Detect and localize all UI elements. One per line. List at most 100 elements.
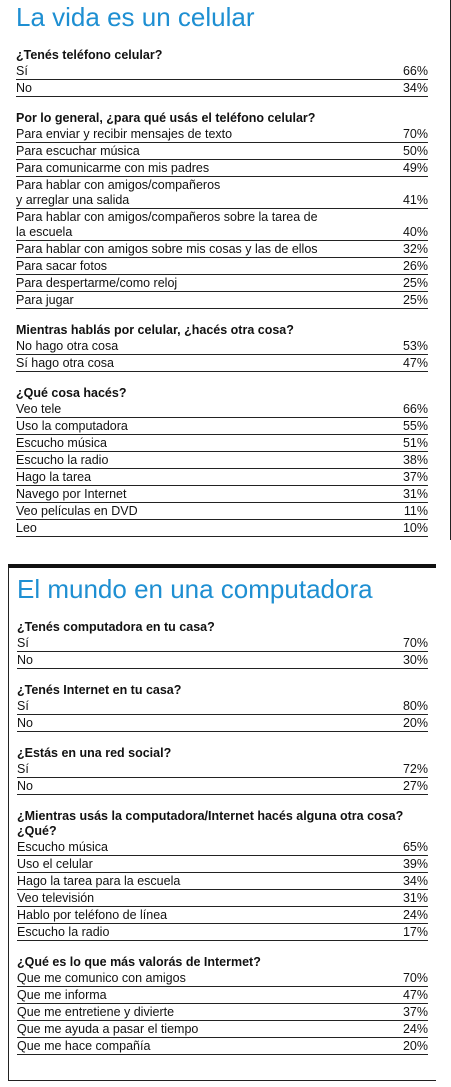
answer-label: Hago la tarea para la escuela — [17, 874, 181, 888]
answer-value: 40% — [402, 225, 428, 239]
answer-value: 38% — [402, 453, 428, 467]
answer-value: 41% — [402, 193, 428, 207]
answer-row: Escucho la radio 38% — [16, 452, 428, 469]
answer-value: 25% — [402, 293, 428, 307]
answer-label: Sí hago otra cosa — [16, 356, 114, 370]
answer-row: Veo tele 66% — [16, 401, 428, 418]
question-group: ¿Estás en una red social? Sí 72% No 27% — [17, 746, 428, 795]
question: ¿Tenés teléfono celular? — [16, 48, 163, 62]
answer-row: Para hablar con amigos/compañeros sobre … — [16, 209, 428, 241]
answer-label: Para sacar fotos — [16, 259, 108, 273]
answer-value: 26% — [402, 259, 428, 273]
answer-value: 11% — [403, 504, 428, 518]
answer-row: Sí 72% — [17, 761, 428, 778]
answer-label: Sí — [17, 636, 29, 650]
answer-label: Hablo por teléfono de línea — [17, 908, 168, 922]
answer-label: Sí — [16, 64, 28, 78]
question: Mientras hablás por celular, ¿hacés otra… — [16, 323, 294, 337]
answer-label: Que me informa — [17, 988, 107, 1002]
answer-value: 24% — [402, 1022, 428, 1036]
answer-value: 55% — [402, 419, 428, 433]
answer-label: Para enviar y recibir mensajes de texto — [16, 127, 233, 141]
answer-row: Escucho música 51% — [16, 435, 428, 452]
answer-label: Navego por Internet — [16, 487, 127, 501]
answer-label: No — [17, 779, 33, 793]
answer-row: Para hablar con amigos sobre mis cosas y… — [16, 241, 428, 258]
question: Por lo general, ¿para qué usás el teléfo… — [16, 111, 316, 125]
answer-row: Para hablar con amigos/compañeros y arre… — [16, 177, 428, 209]
answer-value: 66% — [402, 402, 428, 416]
answer-label: Veo tele — [16, 402, 62, 416]
section: El mundo en una computadora ¿Tenés comput… — [8, 564, 436, 1081]
question: ¿Qué es lo que más valorás de Intermet? — [17, 955, 261, 969]
question-group: ¿Qué es lo que más valorás de Intermet? Q… — [17, 955, 428, 1055]
answer-value: 27% — [402, 779, 428, 793]
question: ¿Qué cosa hacés? — [16, 386, 127, 400]
answer-row: No hago otra cosa 53% — [16, 338, 428, 355]
answer-label: No — [17, 716, 33, 730]
answer-row: Veo televisión 31% — [17, 890, 428, 907]
answer-label: Para hablar con amigos/compañeros y arre… — [16, 178, 221, 207]
answer-label: No — [17, 653, 33, 667]
question-group: ¿Mientras usás la computadora/Internet h… — [17, 809, 428, 941]
answer-label: Sí — [17, 762, 29, 776]
answer-label: Hago la tarea — [16, 470, 92, 484]
answer-label: Que me entretiene y divierte — [17, 1005, 175, 1019]
answer-label: Escucho música — [17, 840, 109, 854]
answer-label: Que me hace compañía — [17, 1039, 151, 1053]
question: ¿Tenés computadora en tu casa? — [17, 620, 215, 634]
answer-label: No — [16, 81, 32, 95]
answer-value: 50% — [402, 144, 428, 158]
answer-value: 80% — [402, 699, 428, 713]
answer-value: 47% — [402, 988, 428, 1002]
answer-row: Que me informa 47% — [17, 987, 428, 1004]
answer-value: 39% — [402, 857, 428, 871]
answer-row: Que me entretiene y divierte 37% — [17, 1004, 428, 1021]
answer-label: Para hablar con amigos/compañeros sobre … — [16, 210, 318, 239]
answer-label: Veo televisión — [17, 891, 95, 905]
answer-row: Hago la tarea para la escuela 34% — [17, 873, 428, 890]
answer-row: Para sacar fotos 26% — [16, 258, 428, 275]
answer-label: Veo películas en DVD — [16, 504, 138, 518]
answer-value: 31% — [402, 487, 428, 501]
answer-row: Sí 70% — [17, 635, 428, 652]
answer-row: Que me hace compañía 20% — [17, 1038, 428, 1055]
answer-row: Para enviar y recibir mensajes de texto 7… — [16, 126, 428, 143]
answer-label: No hago otra cosa — [16, 339, 119, 353]
section: La vida es un celular ¿Tenés teléfono cel… — [0, 0, 451, 540]
answer-value: 10% — [402, 521, 428, 535]
answer-label: Para jugar — [16, 293, 74, 307]
answer-value: 24% — [402, 908, 428, 922]
answer-value: 51% — [402, 436, 428, 450]
answer-label: Uso la computadora — [16, 419, 128, 433]
answer-row: Hablo por teléfono de línea 24% — [17, 907, 428, 924]
answer-value: 53% — [402, 339, 428, 353]
section-title: La vida es un celular — [16, 2, 255, 32]
question-group: ¿Qué cosa hacés? Veo tele 66% Uso la comput… — [16, 386, 428, 537]
answer-label: Escucho música — [16, 436, 108, 450]
answer-row: No 34% — [16, 80, 428, 97]
answer-value: 30% — [402, 653, 428, 667]
answer-value: 25% — [402, 276, 428, 290]
answer-value: 34% — [402, 81, 428, 95]
question: ¿Estás en una red social? — [17, 746, 172, 760]
answer-value: 47% — [402, 356, 428, 370]
answer-row: No 27% — [17, 778, 428, 795]
answer-value: 66% — [402, 64, 428, 78]
answer-value: 70% — [402, 127, 428, 141]
answer-value: 32% — [402, 242, 428, 256]
answer-row: Leo 10% — [16, 520, 428, 537]
answer-row: Uso la computadora 55% — [16, 418, 428, 435]
answer-row: Para comunicarme con mis padres 49% — [16, 160, 428, 177]
answer-label: Sí — [17, 699, 29, 713]
answer-label: Para escuchar música — [16, 144, 140, 158]
question-group: Por lo general, ¿para qué usás el teléfo… — [16, 111, 428, 309]
answer-row: Sí 66% — [16, 63, 428, 80]
answer-label: Escucho la radio — [17, 925, 110, 939]
answer-row: Sí hago otra cosa 47% — [16, 355, 428, 372]
answer-value: 17% — [402, 925, 428, 939]
answer-value: 70% — [402, 636, 428, 650]
section-title: El mundo en una computadora — [17, 574, 373, 604]
answer-value: 65% — [402, 840, 428, 854]
question: ¿Mientras usás la computadora/Internet h… — [17, 809, 404, 838]
